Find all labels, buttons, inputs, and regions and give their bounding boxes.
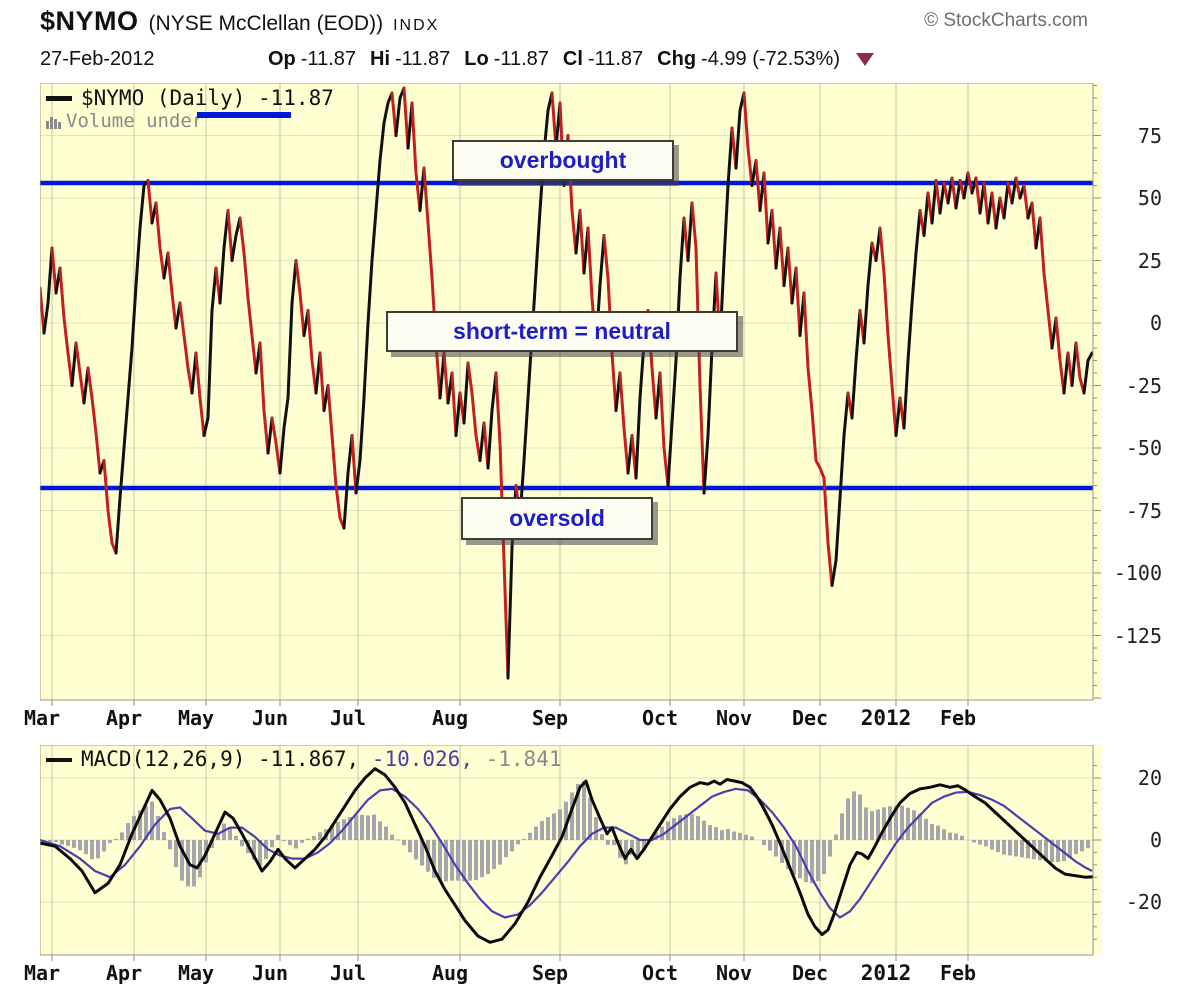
quote-date: 27-Feb-2012	[40, 48, 155, 70]
main-x-axis-label: Nov	[715, 706, 753, 730]
ticker-name: (NYSE McClellan (EOD))	[148, 12, 384, 35]
macd-x-axis-label: Feb	[939, 961, 977, 985]
main-x-axis-label: Mar	[23, 706, 61, 730]
overbought-annotation: overbought	[452, 140, 674, 181]
volume-bars-icon	[46, 117, 61, 129]
nymo-main-chart	[40, 83, 1102, 706]
quote-field: Lo -11.87	[464, 48, 549, 70]
quote-field: Op -11.87	[268, 48, 357, 70]
main-x-axis-label: Jun	[251, 706, 289, 730]
ticker-symbol: $NYMO	[40, 6, 139, 36]
macd-line-swatch	[46, 758, 72, 762]
main-y-axis-label: 50	[1137, 186, 1162, 210]
main-x-axis-label: Oct	[641, 706, 679, 730]
quote-field: Cl -11.87	[562, 48, 644, 70]
main-x-axis-label: Jul	[329, 706, 367, 730]
macd-x-axis-label: Apr	[105, 961, 143, 985]
macd-legend-main: MACD(12,26,9) -11.867,	[81, 747, 360, 771]
macd-x-axis-label: Oct	[641, 961, 679, 985]
macd-y-axis-label: 0	[1149, 828, 1162, 852]
ticker-exchange: INDX	[393, 17, 440, 34]
main-y-axis-label: -100	[1113, 561, 1162, 585]
blue-annotation-line-segment	[197, 112, 291, 118]
macd-y-axis-label: -20	[1125, 890, 1162, 914]
macd-x-axis-label: Nov	[715, 961, 753, 985]
main-chart-legend: $NYMO (Daily) -11.87	[46, 86, 334, 110]
main-y-axis-label: 75	[1137, 123, 1162, 148]
main-y-axis-label: 25	[1137, 248, 1162, 273]
macd-x-axis-label: Aug	[431, 961, 469, 985]
main-y-axis-label: -25	[1125, 373, 1162, 398]
macd-legend-hist: -1.841	[485, 747, 562, 771]
chart-title: $NYMO (NYSE McClellan (EOD)) INDX	[40, 6, 439, 37]
main-legend-text: $NYMO (Daily) -11.87	[81, 86, 334, 110]
main-x-axis-label: Sep	[531, 706, 569, 730]
quote-field: Chg -4.99 (-72.53%)	[657, 48, 841, 70]
main-x-axis-label: 2012	[860, 706, 912, 730]
main-x-axis-label: May	[177, 706, 215, 730]
macd-x-axis-label: Sep	[531, 961, 569, 985]
main-y-axis-label: 0	[1149, 311, 1162, 335]
stockcharts-credit: © StockCharts.com	[924, 10, 1088, 31]
macd-panel-chart	[40, 745, 1102, 961]
neutral-annotation: short-term = neutral	[386, 311, 738, 352]
macd-y-axis-label: 20	[1137, 766, 1162, 790]
quote-row: 27-Feb-2012 Op -11.87 Hi -11.87 Lo -11.87 Cl -11…	[40, 48, 875, 71]
main-y-axis-label: -125	[1113, 623, 1162, 648]
main-x-axis-label: Feb	[939, 706, 977, 730]
macd-x-axis-label: 2012	[860, 961, 912, 985]
macd-legend: MACD(12,26,9) -11.867, -10.026, -1.841	[46, 747, 561, 771]
macd-x-axis-label: Jul	[329, 961, 367, 985]
main-y-axis-label: -50	[1125, 436, 1162, 460]
main-y-axis-label: -75	[1125, 498, 1162, 523]
macd-legend-signal: -10.026,	[371, 747, 473, 771]
quote-field: Hi -11.87	[370, 48, 451, 70]
volume-legend: Volume under	[46, 110, 203, 132]
nymo-line-swatch	[46, 96, 72, 101]
macd-x-axis-label: Mar	[23, 961, 61, 985]
main-x-axis-label: Apr	[105, 706, 143, 730]
macd-x-axis-label: May	[177, 961, 215, 985]
main-x-axis-label: Dec	[791, 706, 829, 730]
down-triangle-icon	[856, 53, 875, 66]
quote-fields: Op -11.87 Hi -11.87 Lo -11.87 Cl -11.87 Chg -4.99…	[268, 48, 854, 70]
main-x-axis-label: Aug	[431, 706, 469, 730]
oversold-annotation: oversold	[461, 497, 653, 540]
volume-legend-text: Volume under	[66, 110, 204, 132]
macd-x-axis-label: Dec	[791, 961, 829, 985]
macd-x-axis-label: Jun	[251, 961, 289, 985]
